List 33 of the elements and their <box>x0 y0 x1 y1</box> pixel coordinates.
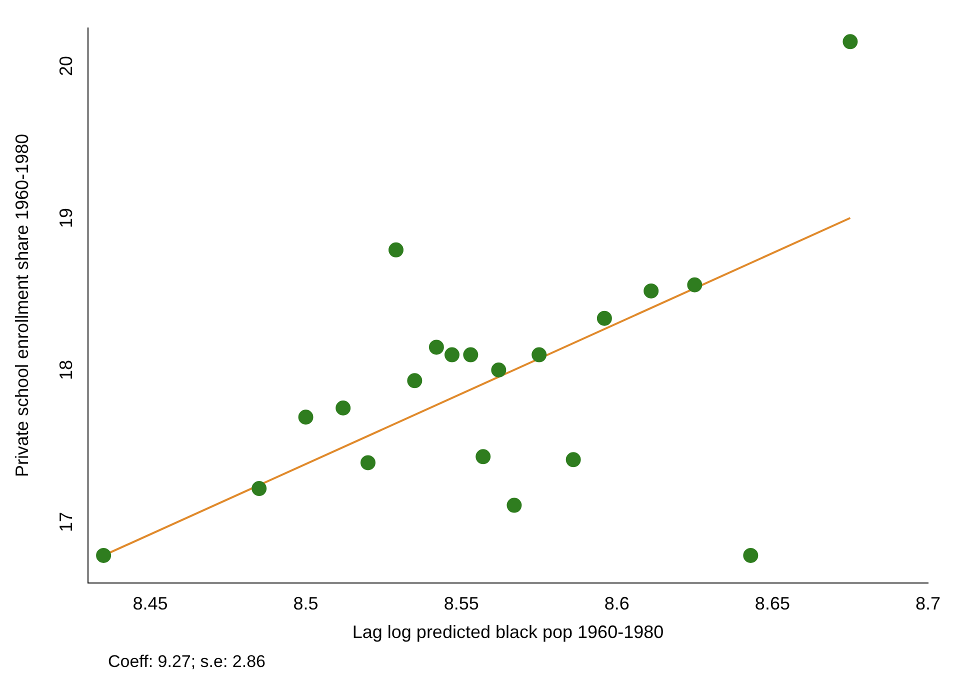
point <box>360 455 376 470</box>
y-tick-label: 19 <box>56 208 76 228</box>
point <box>687 277 702 292</box>
point <box>532 347 547 362</box>
point <box>491 362 506 378</box>
point <box>506 498 522 513</box>
y-tick-label: 20 <box>56 56 76 76</box>
point <box>644 283 659 298</box>
point <box>96 548 112 563</box>
x-axis-title: Lag log predicted black pop 1960-1980 <box>352 622 664 642</box>
x-tick-label: 8.5 <box>293 594 318 614</box>
point <box>336 400 351 416</box>
point <box>388 242 404 258</box>
y-axis-title: Private school enrollment share 1960-1980 <box>12 134 32 478</box>
point <box>842 34 858 50</box>
point <box>463 347 478 362</box>
point <box>298 410 314 425</box>
x-tick-label: 8.65 <box>754 594 790 614</box>
y-tick-label: 18 <box>56 360 76 380</box>
text: Coeff: 9.27; s.e: 2.86 <box>108 652 267 672</box>
y-tick-label: 17 <box>56 512 76 532</box>
x-tick-label: 8.7 <box>915 594 941 614</box>
x-tick-label: 8.45 <box>132 594 168 614</box>
point <box>566 452 581 468</box>
x-tick-label: 8.6 <box>604 594 630 614</box>
point <box>596 310 612 326</box>
point <box>252 481 267 496</box>
point <box>428 340 444 355</box>
point <box>476 449 491 464</box>
point <box>407 373 422 388</box>
x-tick-label: 8.55 <box>444 594 479 614</box>
point <box>444 347 460 362</box>
point <box>743 548 758 563</box>
